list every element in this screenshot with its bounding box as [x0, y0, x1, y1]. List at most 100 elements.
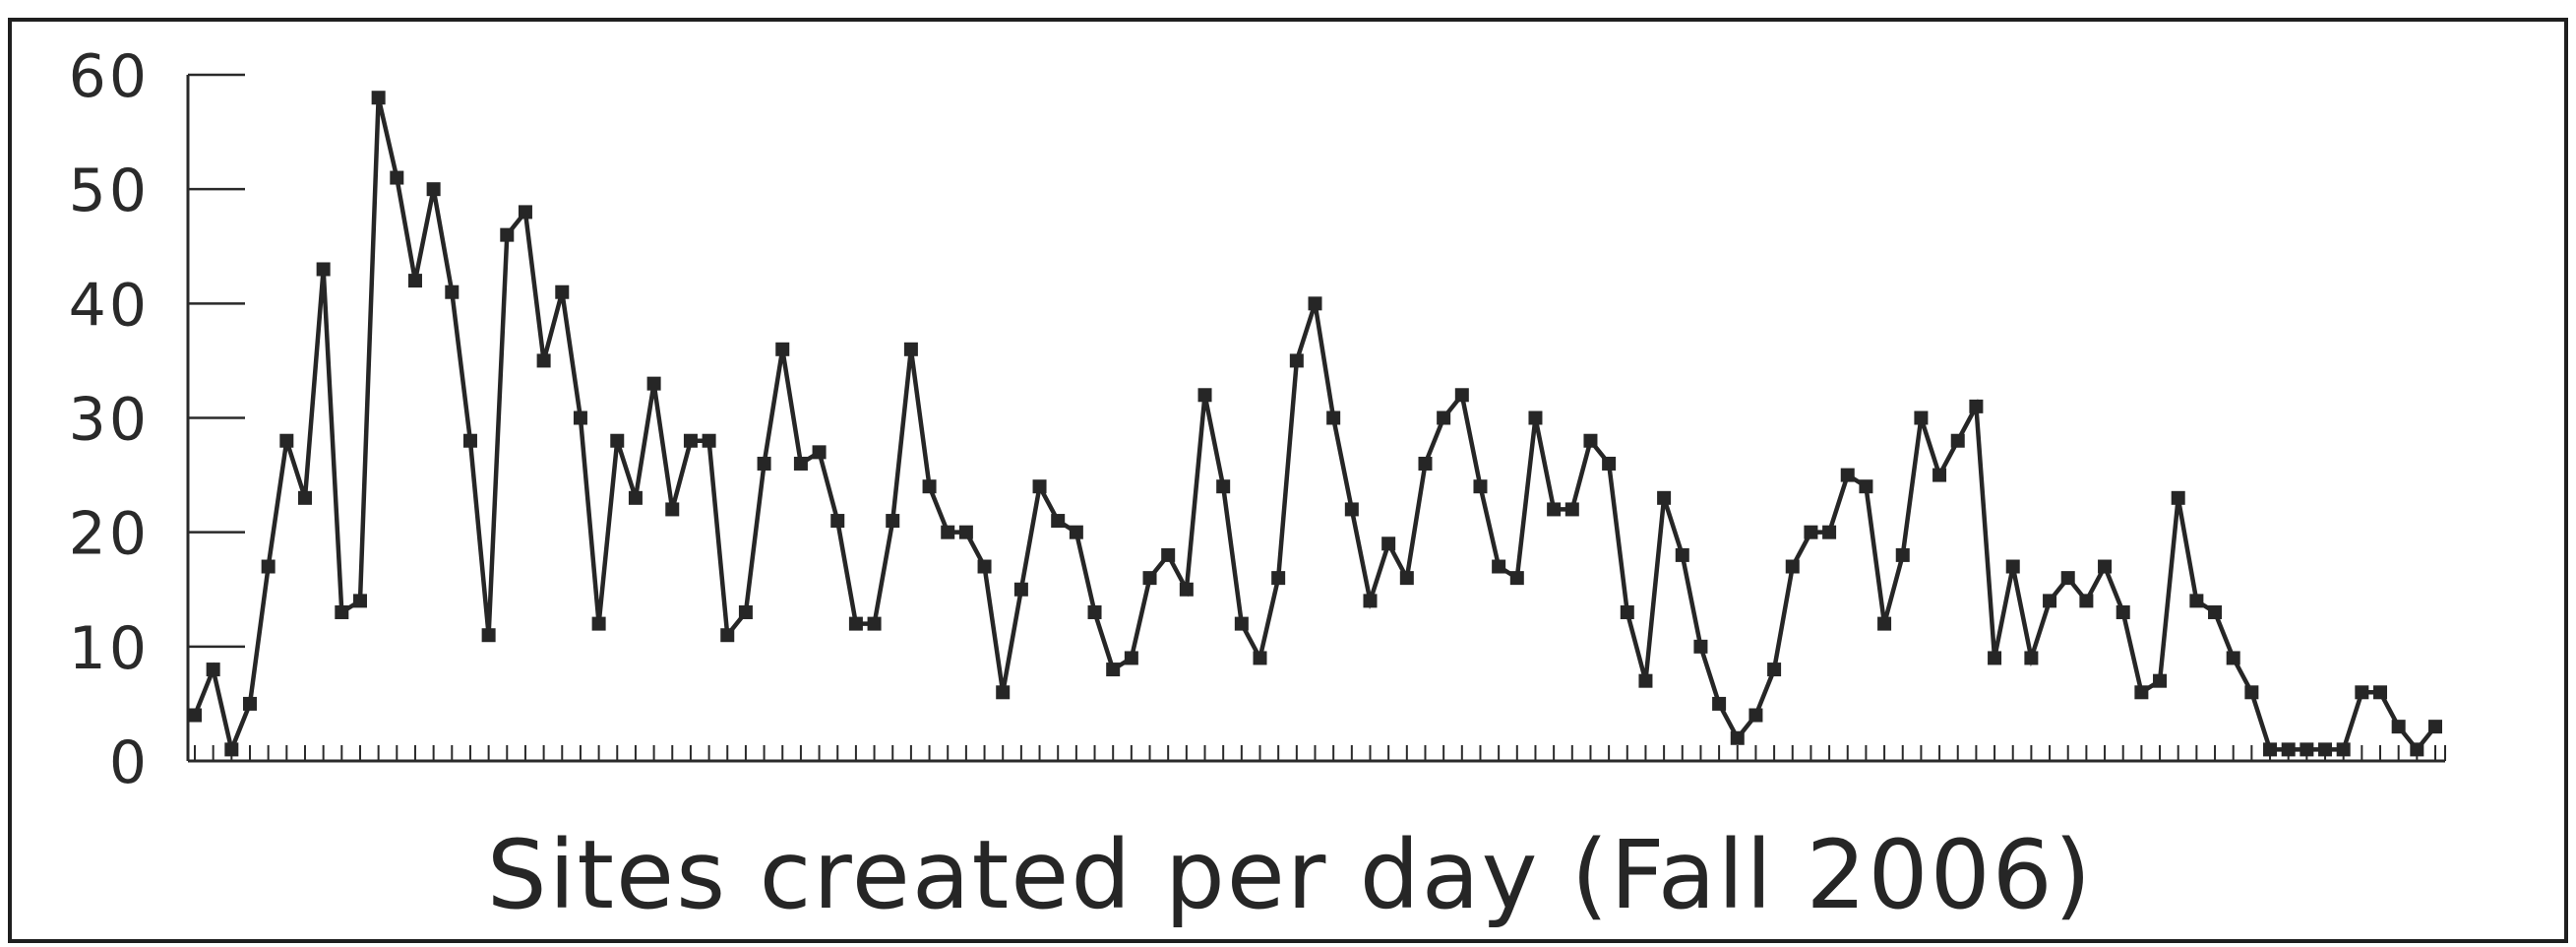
data-point [2263, 742, 2278, 757]
data-point [793, 456, 808, 471]
data-point [665, 502, 680, 517]
data-point [1381, 537, 1396, 551]
data-point [683, 433, 698, 448]
data-point [1620, 604, 1634, 619]
data-point [702, 433, 716, 448]
data-point [224, 742, 239, 757]
data-point [1013, 582, 1028, 597]
data-point [996, 685, 1011, 700]
y-axis: 0 10 20 30 40 50 60 [69, 42, 245, 797]
y-tick-label: 30 [69, 386, 150, 455]
data-point [2060, 571, 2075, 586]
data-point [2134, 685, 2149, 700]
data-point [2244, 685, 2259, 700]
chart-title: Sites created per day (Fall 2006) [487, 820, 2093, 930]
data-point [1657, 490, 1672, 505]
data-point [279, 433, 294, 448]
data-point [1547, 502, 1562, 517]
data-point [2300, 742, 2314, 757]
data-point [775, 342, 790, 356]
data-point [2318, 742, 2333, 757]
data-point [536, 353, 551, 368]
data-point [1822, 525, 1837, 539]
data-point [390, 170, 404, 185]
data-point [1859, 479, 1873, 494]
data-point [1454, 388, 1469, 403]
data-point [1693, 639, 1708, 654]
data-point [2189, 594, 2204, 608]
data-point [1234, 616, 1249, 631]
data-point [1988, 651, 2002, 665]
data-point [407, 274, 422, 288]
data-point [1528, 410, 1543, 425]
data-point [903, 342, 918, 356]
data-point [316, 262, 331, 277]
data-point [335, 604, 349, 619]
data-point [1363, 594, 1378, 608]
data-point [1124, 651, 1138, 665]
data-point [2226, 651, 2240, 665]
data-point [1069, 525, 1083, 539]
data-point [1602, 456, 1617, 471]
data-point [738, 604, 753, 619]
data-point [1216, 479, 1231, 494]
data-point [812, 445, 827, 460]
data-point [1308, 296, 1322, 311]
data-point [848, 616, 863, 631]
data-point [1344, 502, 1359, 517]
series-line [192, 96, 2437, 757]
data-point [1289, 353, 1304, 368]
data-point [1473, 479, 1488, 494]
data-point [1840, 468, 1855, 482]
data-point [2171, 490, 2185, 505]
data-point [371, 91, 386, 105]
data-point [1418, 456, 1433, 471]
data-point [1950, 433, 1965, 448]
data-point [1032, 479, 1047, 494]
x-axis [188, 745, 2446, 763]
data-point [977, 559, 992, 574]
data-point [1271, 571, 1286, 586]
data-point [462, 433, 477, 448]
data-point [757, 456, 771, 471]
data-point [2410, 742, 2424, 757]
y-tick-label: 20 [69, 500, 150, 569]
data-point [2391, 720, 2406, 734]
data-point [830, 514, 845, 529]
data-point [2024, 651, 2039, 665]
data-point [1437, 410, 1451, 425]
data-point [1142, 571, 1157, 586]
data-point [555, 284, 570, 299]
data-point [1804, 525, 1818, 539]
data-point [518, 205, 532, 220]
data-series [188, 91, 2442, 757]
data-point [2373, 685, 2388, 700]
data-point [1564, 502, 1579, 517]
data-point [352, 594, 367, 608]
data-point [1051, 514, 1066, 529]
data-point [1730, 730, 1745, 745]
data-point [261, 559, 276, 574]
y-tick-label: 0 [109, 728, 150, 797]
data-point [1748, 708, 1763, 723]
data-point [2079, 594, 2094, 608]
data-point [1895, 547, 1910, 562]
chart-frame: 0 10 20 30 40 50 60 Sites created per day (Fal… [8, 18, 2568, 943]
data-point [2281, 742, 2296, 757]
data-point [1767, 663, 1782, 677]
data-point [2428, 720, 2442, 734]
data-point [886, 514, 900, 529]
data-point [720, 628, 735, 643]
data-point [1509, 571, 1524, 586]
y-tick-label: 50 [69, 157, 150, 225]
data-point [2336, 742, 2351, 757]
data-point [941, 525, 955, 539]
data-point [445, 284, 460, 299]
data-point [573, 410, 587, 425]
data-point [646, 376, 661, 391]
y-tick-label: 60 [69, 42, 150, 111]
data-point [242, 696, 257, 711]
data-point [1197, 388, 1212, 403]
data-point [500, 227, 515, 242]
line-chart: 0 10 20 30 40 50 60 Sites created per day (Fal… [69, 42, 2446, 930]
